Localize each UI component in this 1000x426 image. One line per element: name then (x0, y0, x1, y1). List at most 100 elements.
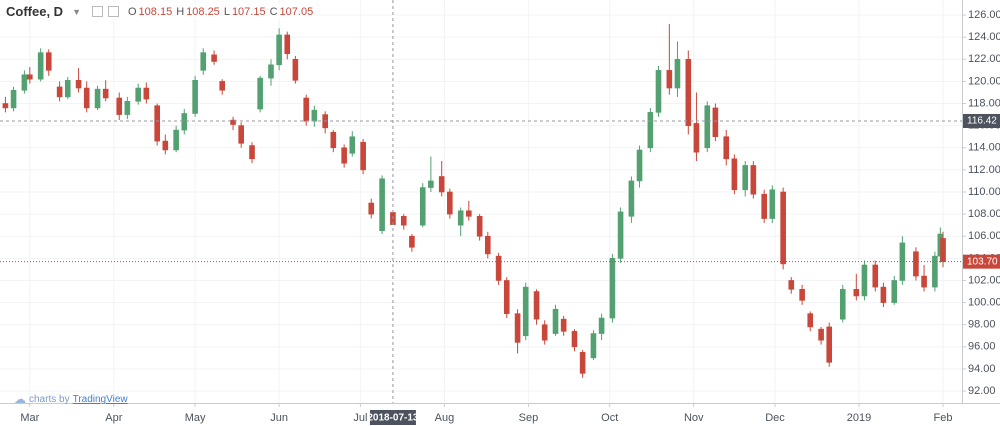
candle-body (636, 149, 643, 182)
candle-body (360, 141, 366, 171)
candle-body (219, 81, 226, 91)
candle-body (560, 318, 567, 332)
candle-body (891, 280, 898, 303)
y-tick-label: 126.00 (968, 9, 1000, 21)
ohlc-values: O 108.15 H 108.25 L 107.15 C 107.05 (124, 6, 313, 18)
candle-body (647, 112, 654, 149)
candle-body (579, 352, 586, 374)
candle-body (476, 216, 483, 237)
candle-body (674, 58, 681, 89)
candle-body (257, 77, 263, 110)
candle-body (21, 74, 28, 91)
crosshair-price-label: 116.42 (967, 116, 997, 127)
x-tick-label: Jul (353, 412, 367, 424)
legend-header: Coffee, D ▼ O 108.15 H 108.25 L 107.15 C 107.05 (6, 4, 314, 19)
y-tick-label: 102.00 (968, 274, 1000, 286)
hide-icon[interactable] (107, 6, 119, 17)
ohlc-value: 108.25 (186, 5, 220, 18)
candle-body (514, 313, 521, 343)
candle-body (921, 275, 927, 288)
candle-body (154, 105, 160, 142)
candle-body (162, 140, 169, 151)
candle-body (2, 103, 9, 109)
candle-body (143, 87, 150, 100)
ohlc-value: 107.05 (279, 5, 314, 18)
candle-body (330, 131, 337, 149)
ohlc-value: 107.15 (231, 5, 266, 18)
candle-body (94, 88, 101, 109)
candle-body (609, 258, 616, 319)
candle-body (56, 86, 63, 98)
candle-body (495, 255, 502, 281)
candle-body (655, 70, 662, 113)
crosshair-date-label: 2018-07-13 (367, 413, 419, 424)
candle-body (742, 165, 749, 191)
candle-body (693, 123, 700, 153)
candle-body (173, 129, 179, 151)
candle-body (116, 97, 123, 115)
x-tick-label: Nov (684, 412, 704, 424)
candle-body (799, 289, 805, 301)
symbol-title[interactable]: Coffee, D (6, 4, 64, 19)
candle-body (419, 187, 426, 226)
candle-body (712, 107, 719, 137)
y-tick-label: 106.00 (968, 230, 1000, 242)
candle-body (211, 54, 217, 62)
x-tick-label: Feb (934, 412, 953, 424)
x-tick-label: Sep (519, 412, 539, 424)
dropdown-icon[interactable]: ▼ (72, 6, 81, 17)
candle-body (913, 251, 919, 277)
candle-body (666, 70, 673, 89)
candle-body (27, 74, 33, 80)
candle-body (807, 313, 814, 328)
y-tick-label: 118.00 (968, 97, 1000, 109)
candle-body (880, 286, 887, 303)
candle-body (541, 324, 548, 341)
candle-body (409, 235, 415, 248)
candle-body (899, 242, 906, 281)
candle-body (83, 87, 90, 109)
ohlc-key: H (176, 5, 185, 18)
ohlc-key: C (269, 5, 278, 18)
y-tick-label: 114.00 (968, 142, 1000, 154)
candle-body (750, 165, 757, 195)
candle-body (940, 238, 946, 262)
candle-body (10, 89, 17, 109)
candle-body (552, 308, 559, 334)
candle-body (238, 125, 244, 144)
y-tick-label: 110.00 (968, 186, 1000, 198)
candle-body (379, 178, 385, 231)
candle-body (932, 255, 938, 288)
x-tick-label: Jun (270, 412, 288, 424)
crosshair-date-tag (369, 410, 416, 425)
y-tick-label: 112.00 (968, 164, 1000, 176)
ohlc-key: L (223, 5, 230, 18)
crosshair-price-tag (963, 113, 1000, 128)
candle-body (438, 176, 445, 193)
candle-body (368, 202, 375, 215)
candle-body (276, 34, 282, 66)
candle-body (181, 113, 188, 131)
price-axis-bg (962, 0, 1000, 426)
candle-body (311, 109, 318, 122)
x-tick-label: Apr (105, 412, 122, 424)
x-tick-label: May (185, 412, 206, 424)
watermark-link[interactable]: TradingView (72, 393, 128, 405)
candle-body (135, 87, 142, 102)
candle-body (466, 210, 472, 217)
candle-body (818, 328, 824, 341)
x-tick-label: 2019 (847, 412, 871, 424)
candle-body (447, 191, 453, 215)
candle-body (102, 88, 109, 99)
y-tick-label: 96.00 (968, 341, 996, 353)
candle-body (723, 136, 730, 160)
candle-body (45, 52, 52, 71)
candle-body (731, 158, 738, 191)
candle-body (533, 291, 540, 320)
watermark-text: charts by (29, 393, 70, 405)
settings-icon[interactable] (91, 6, 103, 17)
candle-body (704, 105, 711, 149)
candle-body (484, 235, 491, 255)
candle-body (268, 64, 274, 79)
y-tick-label: 120.00 (968, 75, 1000, 87)
